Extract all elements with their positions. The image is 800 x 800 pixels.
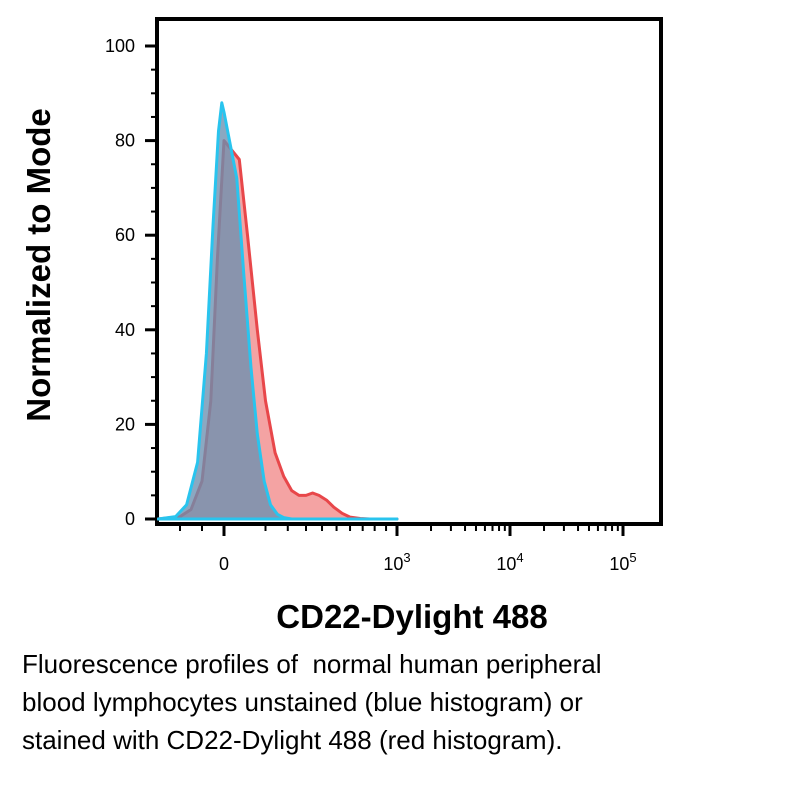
y-tick-label: 40: [115, 320, 135, 340]
axis-ticks: [145, 44, 625, 536]
x-tick-label: 105: [609, 550, 636, 574]
y-tick-label: 20: [115, 414, 135, 434]
y-tick-label: 60: [115, 225, 135, 245]
histogram-curves: [156, 101, 399, 521]
x-tick-label: 0: [219, 554, 229, 574]
x-tick-label: 103: [383, 550, 410, 574]
y-tick-labels: 0 20 40 60 80 100: [105, 36, 135, 529]
unstained-blue-histogram: [156, 101, 399, 521]
caption-line: blood lymphocytes unstained (blue histog…: [22, 687, 583, 717]
y-tick-label: 100: [105, 36, 135, 56]
caption-line: stained with CD22-Dylight 488 (red histo…: [22, 725, 563, 755]
y-tick-label: 0: [125, 509, 135, 529]
x-tick-labels: 0 103 104 105: [219, 550, 637, 574]
y-tick-label: 80: [115, 131, 135, 151]
x-axis-label: CD22-Dylight 488: [276, 598, 547, 635]
x-tick-label: 104: [496, 550, 523, 574]
caption-line: Fluorescence profiles of normal human pe…: [22, 649, 602, 679]
histogram-chart: 0 20 40 60 80 100 0 103 104 105 Normalized to Mo…: [20, 17, 663, 635]
y-axis-label: Normalized to Mode: [20, 108, 57, 422]
figure-caption: Fluorescence profiles of normal human pe…: [22, 645, 792, 759]
